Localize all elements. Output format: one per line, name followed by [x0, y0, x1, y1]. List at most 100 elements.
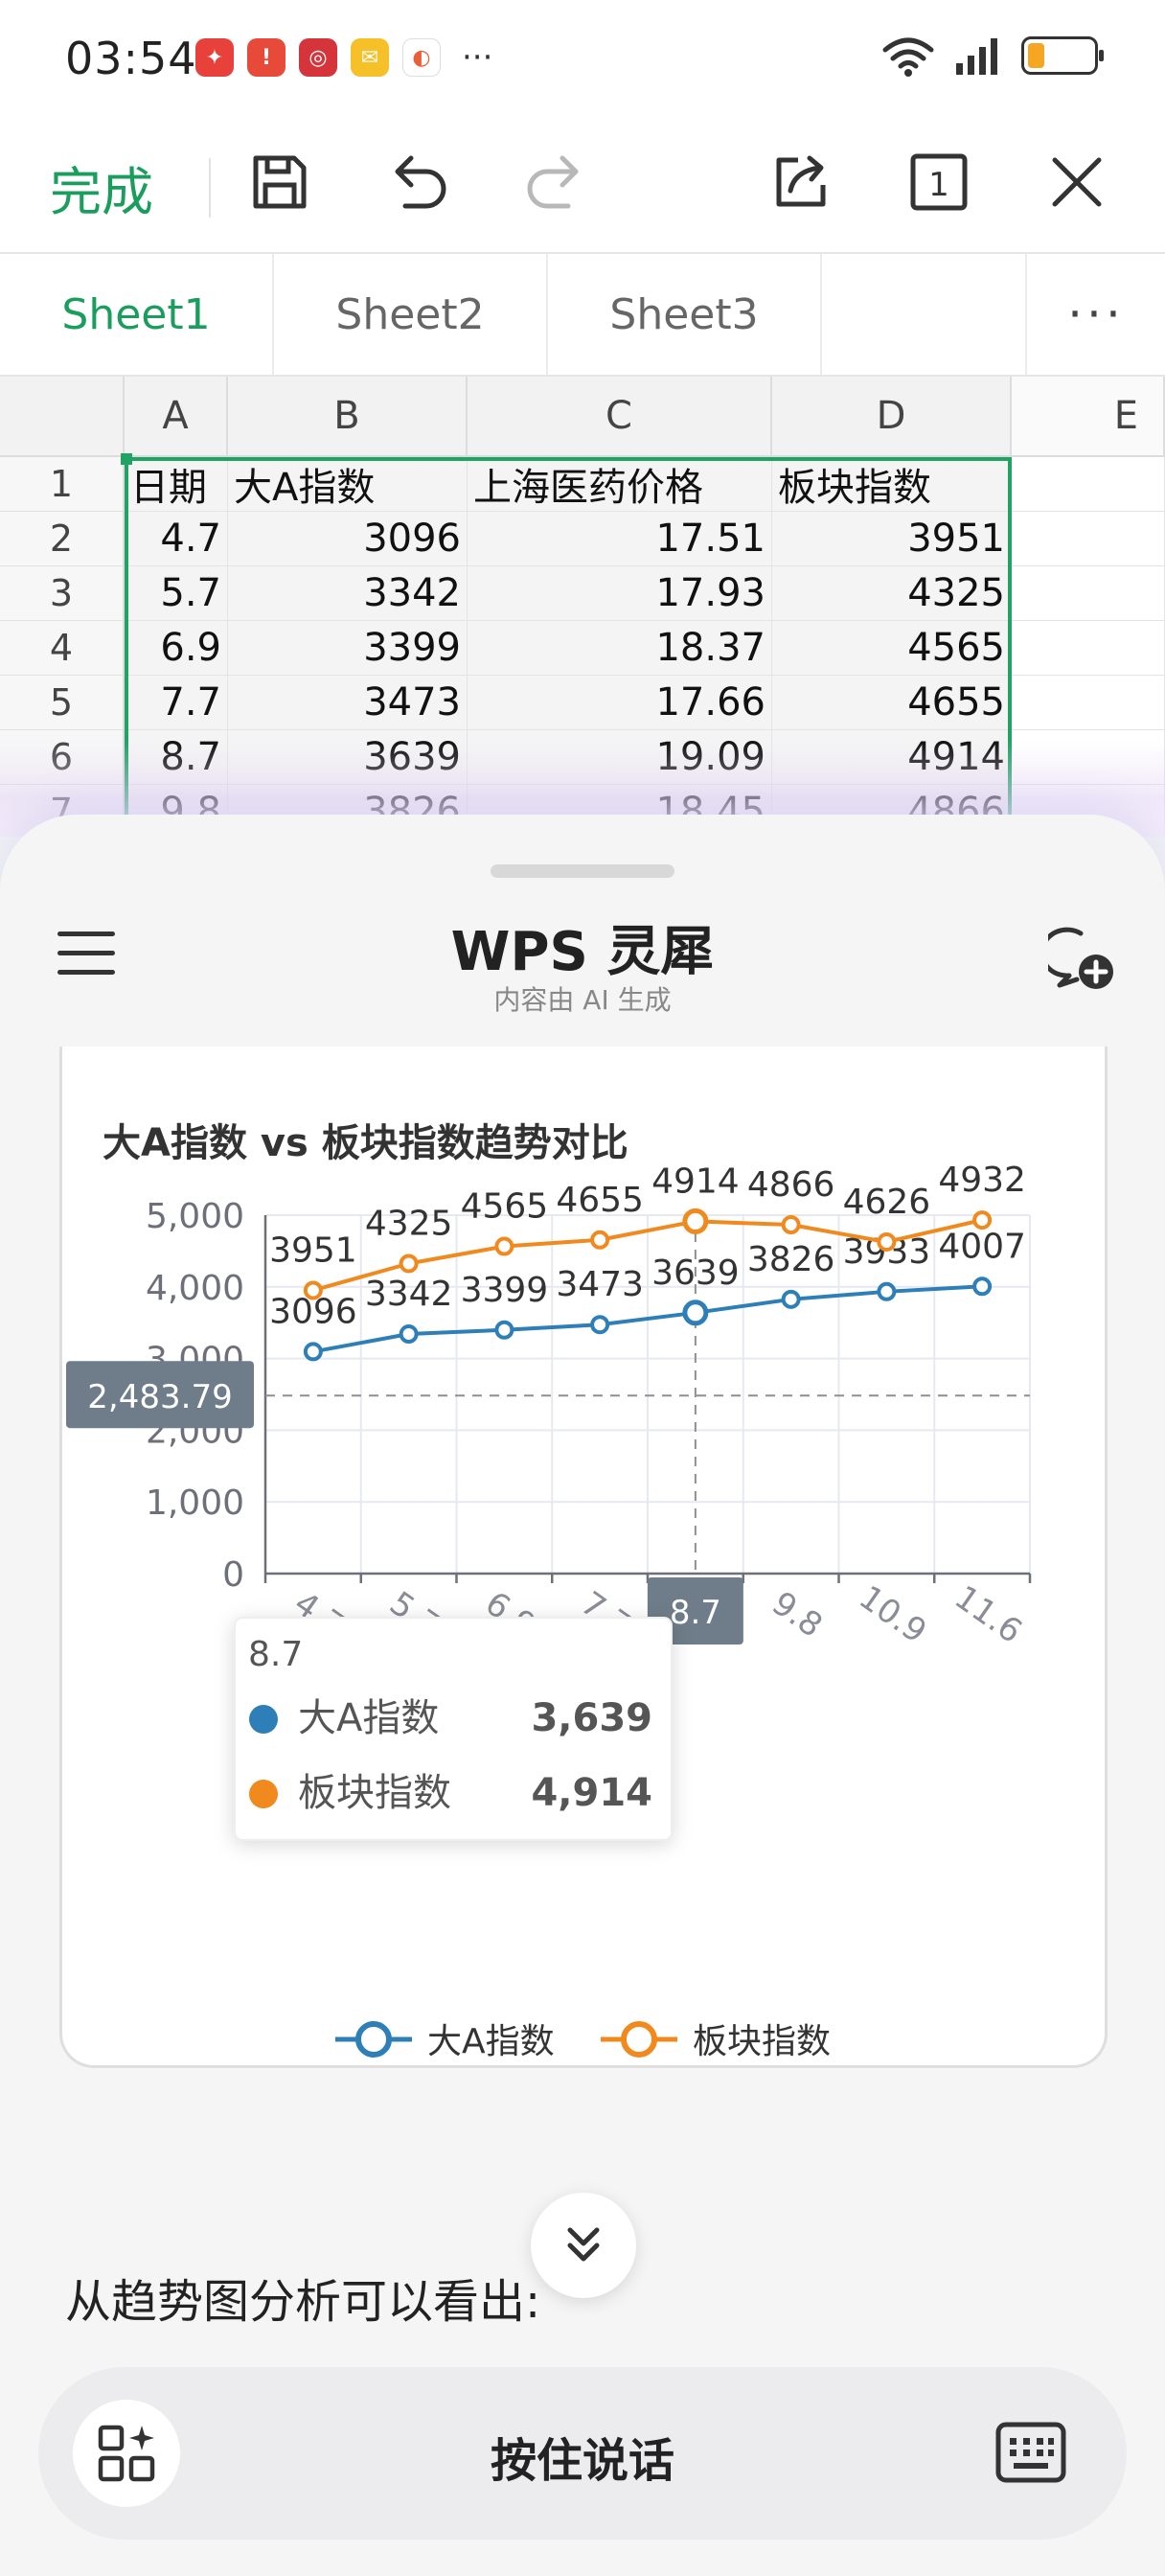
cell-b5[interactable]: 3473 [228, 676, 468, 730]
data-point [682, 1300, 709, 1326]
crosshair-x-label: 8.7 [670, 1594, 721, 1632]
tab-spacer [822, 254, 1027, 375]
close-button[interactable] [1039, 144, 1115, 220]
corner-cell[interactable] [0, 377, 125, 457]
column-header-c[interactable]: C [468, 377, 772, 457]
y-tick-label: 4,000 [146, 1269, 244, 1308]
menu-button[interactable] [57, 932, 115, 981]
cell-c2[interactable]: 17.51 [468, 512, 772, 566]
y-tick-label: 1,000 [146, 1484, 244, 1523]
keyboard-button[interactable] [994, 2419, 1067, 2486]
row-header-4[interactable]: 4 [0, 621, 125, 676]
cell-c1[interactable]: 上海医药价格 [468, 457, 772, 512]
more-notifications-icon: ··· [462, 38, 493, 77]
cell-c4[interactable]: 18.37 [468, 621, 772, 676]
done-button[interactable]: 完成 [50, 150, 153, 225]
data-label: 4565 [461, 1187, 549, 1227]
data-label: 3342 [365, 1275, 453, 1314]
row-header-3[interactable]: 3 [0, 566, 125, 621]
column-header-b[interactable]: B [228, 377, 468, 457]
more-tabs-button[interactable]: ··· [1067, 287, 1125, 342]
cell-b3[interactable]: 3342 [228, 566, 468, 621]
cell-a5[interactable]: 7.7 [125, 676, 228, 730]
spreadsheet-grid: A B C D E 1 日期 大A指数 上海医药价格 板块指数 2 4.7 3096 17.51 3951 3… [0, 377, 1165, 837]
new-chat-icon [1039, 927, 1113, 989]
column-header-e[interactable]: E [1012, 377, 1165, 457]
cell-c5[interactable]: 17.66 [468, 676, 772, 730]
tooltip-marker [249, 1705, 278, 1734]
tab-sheet1[interactable]: Sheet1 [0, 254, 274, 375]
x-tick-label: 11.6 [948, 1578, 1029, 1651]
cell-e5[interactable] [1012, 676, 1165, 730]
panel-drag-handle[interactable] [491, 864, 674, 878]
column-header-d[interactable]: D [772, 377, 1012, 457]
new-chat-button[interactable] [1039, 926, 1117, 995]
data-point [972, 1276, 993, 1297]
row-header-1[interactable]: 1 [0, 457, 125, 512]
cell-a4[interactable]: 6.9 [125, 621, 228, 676]
data-label: 4655 [556, 1181, 644, 1220]
app-target-icon: ◎ [299, 38, 337, 77]
cell-a3[interactable]: 5.7 [125, 566, 228, 621]
data-point [877, 1281, 897, 1301]
undo-icon [395, 155, 446, 209]
cell-a1[interactable]: 日期 [125, 457, 228, 512]
app-alert-icon: ! [247, 38, 286, 77]
page-count-button[interactable]: 1 [901, 144, 977, 220]
column-header-a[interactable]: A [125, 377, 228, 457]
redo-button[interactable] [517, 144, 594, 220]
cell-e4[interactable] [1012, 621, 1165, 676]
voice-input-bar[interactable]: 按住说话 [38, 2367, 1127, 2540]
cell-b1[interactable]: 大A指数 [228, 457, 468, 512]
sheet-tabs: Sheet1 Sheet2 Sheet3 ··· [0, 254, 1165, 377]
cell-c3[interactable]: 17.93 [468, 566, 772, 621]
cell-e3[interactable] [1012, 566, 1165, 621]
data-point [590, 1230, 610, 1250]
cell-b4[interactable]: 3399 [228, 621, 468, 676]
share-icon [776, 155, 826, 207]
row-header-2[interactable]: 2 [0, 512, 125, 566]
data-label: 3951 [269, 1230, 357, 1270]
apps-sparkle-icon [98, 2425, 155, 2482]
cell-d5[interactable]: 4655 [772, 676, 1012, 730]
data-point [303, 1280, 323, 1300]
cell-d2[interactable]: 3951 [772, 512, 1012, 566]
tooltip-series-name: 大A指数 [298, 1696, 439, 1740]
tooltip-value: 4,914 [531, 1771, 652, 1815]
cell-e1[interactable] [1012, 457, 1165, 512]
status-indicators [881, 34, 1104, 77]
x-tick-label: 9.8 [765, 1584, 829, 1645]
x-tick-label: 10.9 [852, 1578, 933, 1651]
cell-e2[interactable] [1012, 512, 1165, 566]
chevron-double-down-icon [567, 2227, 600, 2262]
apps-button[interactable] [73, 2400, 180, 2507]
collapse-button[interactable] [531, 2193, 636, 2298]
cell-b2[interactable]: 3096 [228, 512, 468, 566]
trend-line-chart[interactable]: 01,0002,0003,0004,0005,0004.75.76.97.78.… [62, 1046, 1110, 2068]
app-red-promo-icon: ✦ [195, 38, 234, 77]
y-tick-label: 5,000 [146, 1197, 244, 1236]
cell-d1[interactable]: 板块指数 [772, 457, 1012, 512]
svg-text:1: 1 [928, 166, 949, 204]
editor-toolbar: 完成 1 [0, 115, 1165, 254]
row-header-5[interactable]: 5 [0, 676, 125, 730]
data-point [399, 1254, 419, 1274]
cell-d3[interactable]: 4325 [772, 566, 1012, 621]
cell-a2[interactable]: 4.7 [125, 512, 228, 566]
selection-handle[interactable] [121, 453, 132, 465]
signal-icon [956, 38, 997, 75]
data-point [303, 1342, 323, 1362]
tab-sheet3[interactable]: Sheet3 [548, 254, 822, 375]
mail-icon: ✉ [351, 38, 389, 77]
cell-d4[interactable]: 4565 [772, 621, 1012, 676]
share-button[interactable] [763, 144, 839, 220]
legend-marker-1 [621, 2021, 657, 2058]
data-point [972, 1210, 993, 1230]
legend-marker-0 [355, 2021, 392, 2058]
ai-assistant-panel: WPS 灵犀 内容由 AI 生成 大A指数 vs 板块指数趋势对比 0 1,000… [0, 815, 1165, 2576]
tab-sheet2[interactable]: Sheet2 [274, 254, 548, 375]
redo-icon [527, 155, 579, 209]
save-button[interactable] [241, 144, 318, 220]
undo-button[interactable] [379, 144, 456, 220]
tooltip-marker [249, 1780, 278, 1808]
